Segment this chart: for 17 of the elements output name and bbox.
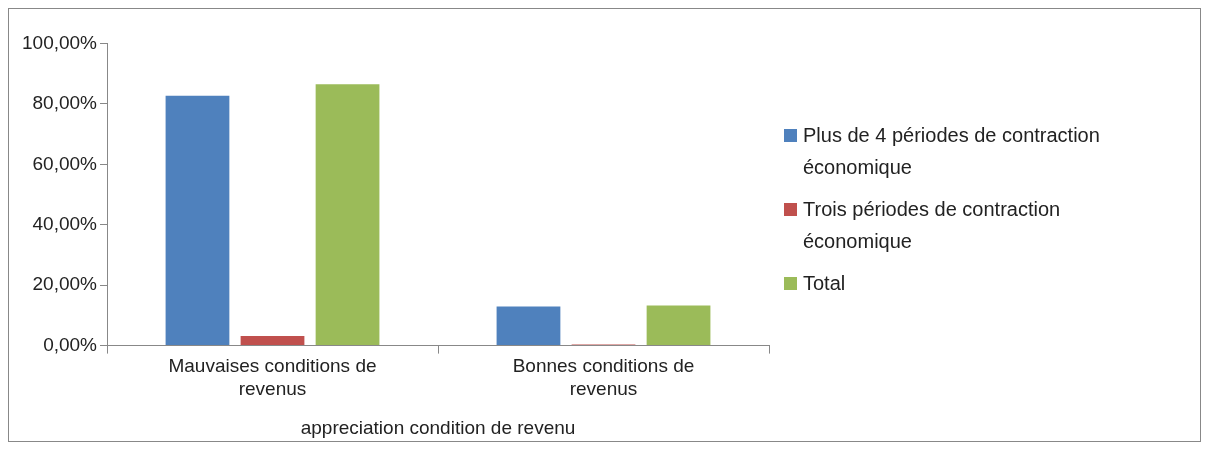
legend-label: Trois périodes de contraction économique [803, 197, 1062, 254]
bar [165, 95, 230, 346]
bar [646, 305, 711, 346]
y-tick-label: 80,00% [32, 92, 98, 114]
bar [496, 306, 561, 346]
x-axis-title: appreciation condition de revenu [300, 416, 576, 438]
legend-label: Plus de 4 périodes de contraction économique [803, 123, 1101, 180]
x-tick-label: Bonnes conditions de revenus [512, 355, 695, 400]
bar [315, 84, 380, 346]
bar [240, 335, 305, 346]
y-tick-label: 0,00% [43, 333, 98, 355]
x-tick-label: Mauvaises conditions de revenus [168, 355, 377, 400]
legend-label: Total [803, 271, 846, 296]
y-tick-label: 60,00% [32, 152, 98, 174]
y-tick-label: 100,00% [21, 31, 98, 53]
y-tick-label: 20,00% [32, 273, 98, 295]
y-tick-label: 40,00% [32, 212, 98, 234]
